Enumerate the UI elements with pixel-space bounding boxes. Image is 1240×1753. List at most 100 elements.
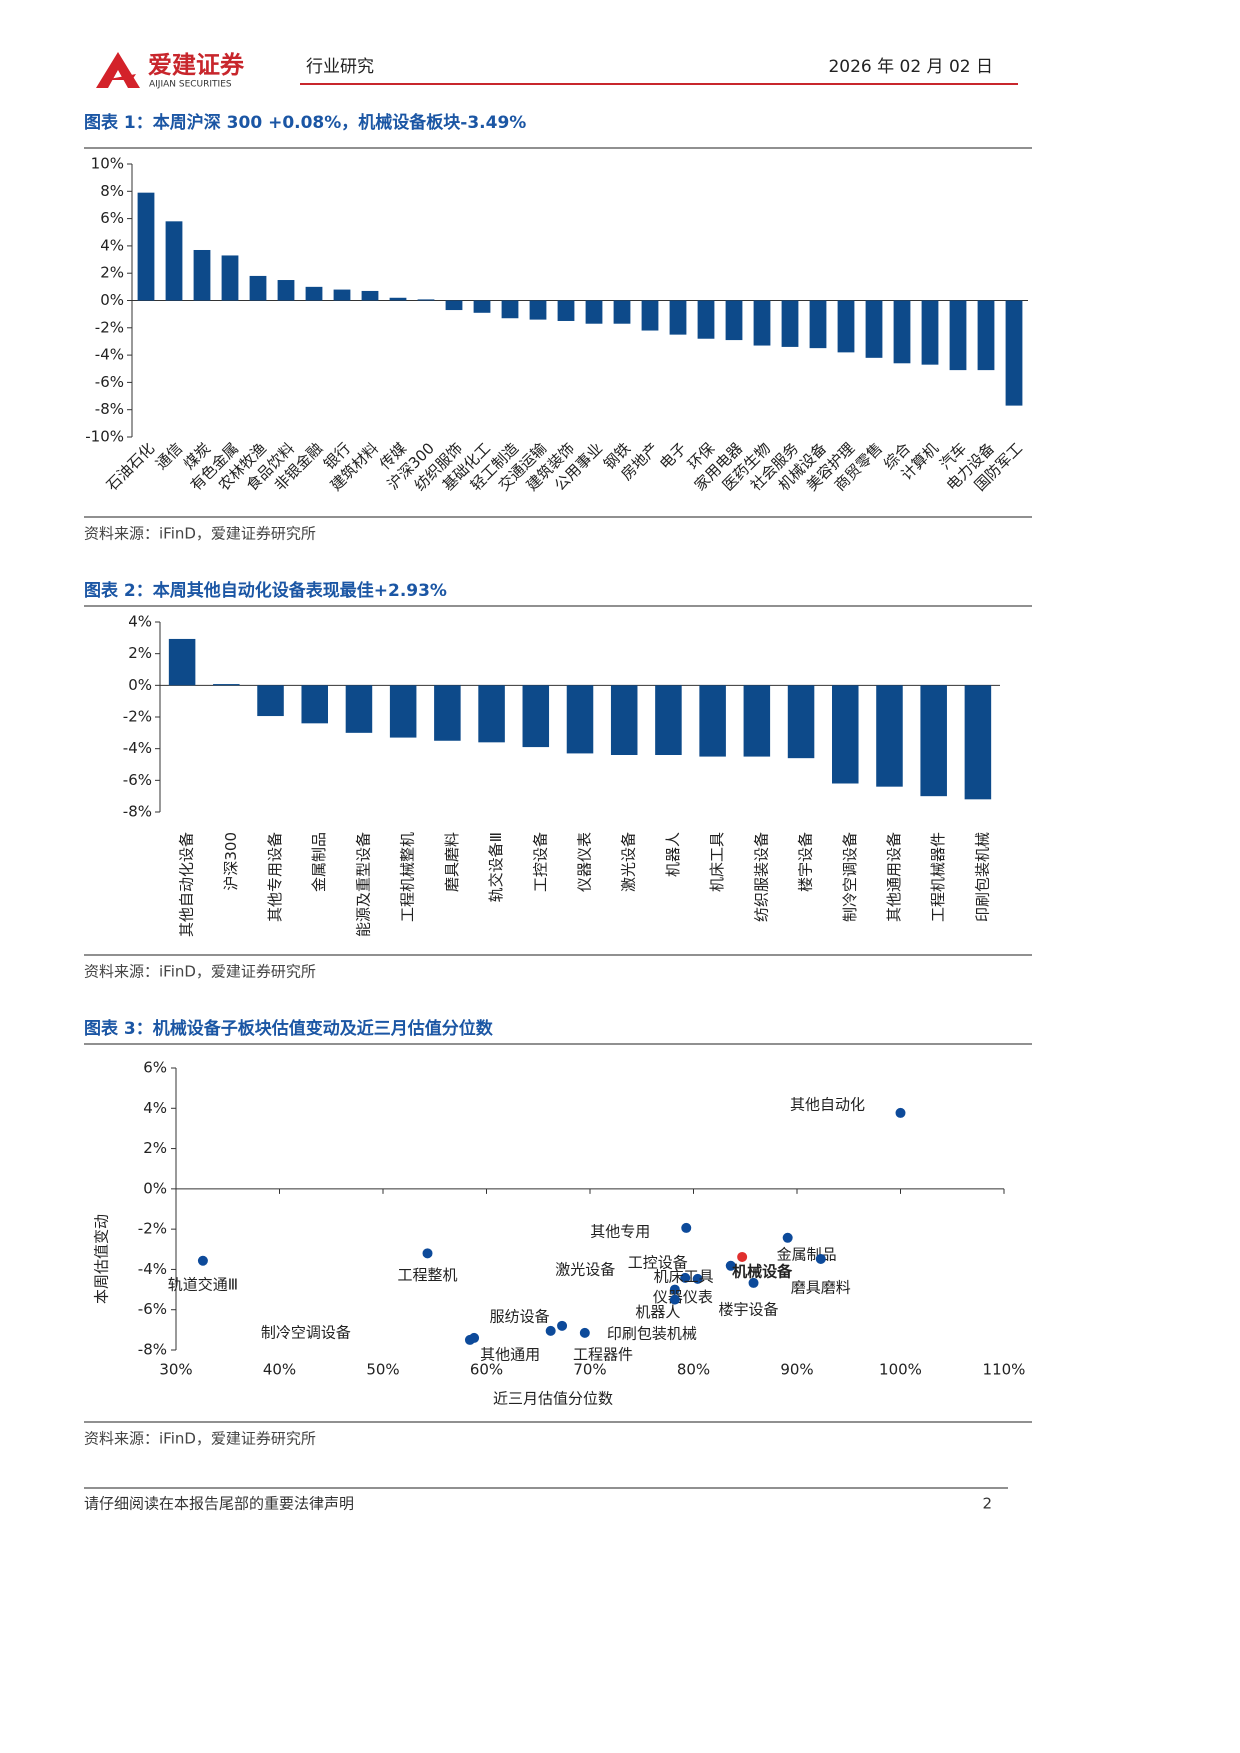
y-tick-label: 2% — [143, 1139, 167, 1157]
point-label: 工程器件 — [573, 1345, 633, 1363]
x-tick-label: 90% — [780, 1361, 813, 1379]
x-tick-label: 80% — [677, 1361, 710, 1379]
bar — [787, 685, 815, 759]
x-tick-label: 沪深300 — [222, 832, 240, 891]
bar — [753, 300, 771, 346]
bar — [301, 685, 328, 724]
point — [680, 1272, 691, 1283]
bar — [557, 300, 575, 321]
point — [422, 1248, 433, 1259]
x-tick-label: 其他通用设备 — [885, 832, 903, 922]
x-tick-label: 工程机械整机 — [399, 832, 417, 922]
page-number: 2 — [982, 1495, 992, 1513]
bar — [249, 275, 267, 301]
y-tick-label: -2% — [123, 708, 152, 726]
bar — [949, 300, 967, 371]
bar — [641, 300, 659, 331]
logo-en: AIJIAN SECURITIES — [149, 80, 232, 90]
bar — [876, 685, 903, 787]
x-tick-label: 制冷空调设备 — [841, 832, 859, 922]
bar — [837, 300, 855, 353]
y-tick-label: 8% — [100, 182, 124, 200]
y-tick-label: 0% — [100, 291, 124, 309]
bar — [473, 300, 491, 313]
x-tick-label: 40% — [263, 1361, 296, 1379]
point — [681, 1222, 692, 1233]
x-tick-label: 石油石化 — [103, 439, 158, 494]
x-tick-label: 30% — [159, 1361, 192, 1379]
bar — [333, 289, 351, 301]
point-label: 印刷包装机械 — [607, 1324, 697, 1342]
bar — [977, 300, 995, 371]
point-label: 机床工具 — [654, 1267, 714, 1285]
y-tick-label: -8% — [123, 803, 152, 821]
date: 2026 年 02 月 02 日 — [828, 57, 993, 77]
y-tick-label: -6% — [95, 373, 124, 391]
point-label: 金属制品 — [777, 1245, 837, 1263]
x-axis-label: 近三月估值分位数 — [493, 1390, 613, 1408]
x-tick-label: 激光设备 — [620, 832, 638, 892]
bar — [277, 280, 295, 301]
bar — [613, 300, 631, 324]
bar — [921, 300, 939, 365]
section: 行业研究 — [306, 57, 374, 77]
x-tick-label: 100% — [879, 1361, 922, 1379]
x-tick-label: 工控设备 — [531, 832, 549, 892]
bar — [832, 685, 859, 784]
point-label: 服纺设备 — [490, 1307, 550, 1325]
point — [469, 1332, 480, 1343]
logo-mark — [104, 74, 136, 80]
point — [815, 1253, 826, 1264]
bar — [725, 300, 743, 341]
point — [197, 1255, 208, 1266]
bar — [305, 286, 323, 301]
bar — [743, 685, 771, 757]
bar — [809, 300, 827, 349]
x-tick-label: 磨具磨料 — [443, 832, 461, 892]
bar — [655, 685, 682, 755]
x-tick-label: 机器人 — [664, 832, 682, 877]
point-label: 楼宇设备 — [719, 1300, 779, 1318]
point — [669, 1294, 680, 1305]
bar — [193, 249, 211, 301]
bar — [389, 297, 407, 301]
y-tick-label: 6% — [143, 1059, 167, 1077]
x-tick-label: 纺织服装设备 — [752, 832, 770, 922]
point-label: 机械设备 — [732, 1262, 793, 1280]
bar — [501, 300, 519, 319]
bar — [781, 300, 799, 347]
bar — [920, 685, 947, 797]
bar — [417, 299, 435, 301]
point-label: 其他专用 — [590, 1222, 650, 1240]
y-tick-label: 0% — [128, 676, 152, 694]
bar — [699, 685, 726, 757]
footer-note: 请仔细阅读在本报告尾部的重要法律声明 — [84, 1495, 354, 1513]
x-tick-label: 印刷包装机械 — [973, 832, 991, 922]
bar — [697, 300, 715, 339]
point-label: 工程整机 — [397, 1266, 457, 1284]
bar — [213, 684, 240, 686]
x-tick-label: 机床工具 — [708, 832, 726, 892]
point — [895, 1107, 906, 1118]
y-tick-label: 4% — [100, 236, 124, 254]
bar — [221, 255, 239, 301]
logo-text: 爱建证券 — [148, 51, 245, 79]
y-tick-label: -6% — [123, 771, 152, 789]
point-label: 轨道交通Ⅲ — [168, 1275, 238, 1293]
bar — [257, 685, 284, 717]
bar — [893, 300, 911, 364]
y-tick-label: -10% — [85, 428, 124, 446]
x-tick-label: 110% — [983, 1361, 1026, 1379]
bar — [137, 192, 155, 301]
y-tick-label: 4% — [143, 1099, 167, 1117]
point — [748, 1277, 759, 1288]
x-tick-label: 楼宇设备 — [797, 832, 815, 892]
bar — [865, 300, 883, 358]
y-tick-label: -6% — [138, 1300, 167, 1318]
x-tick-label: 能源及重型设备 — [354, 832, 372, 937]
x-tick-label: 50% — [366, 1361, 399, 1379]
x-tick-label: 通信 — [152, 439, 186, 473]
point — [725, 1260, 736, 1271]
y-tick-label: -2% — [95, 318, 124, 336]
